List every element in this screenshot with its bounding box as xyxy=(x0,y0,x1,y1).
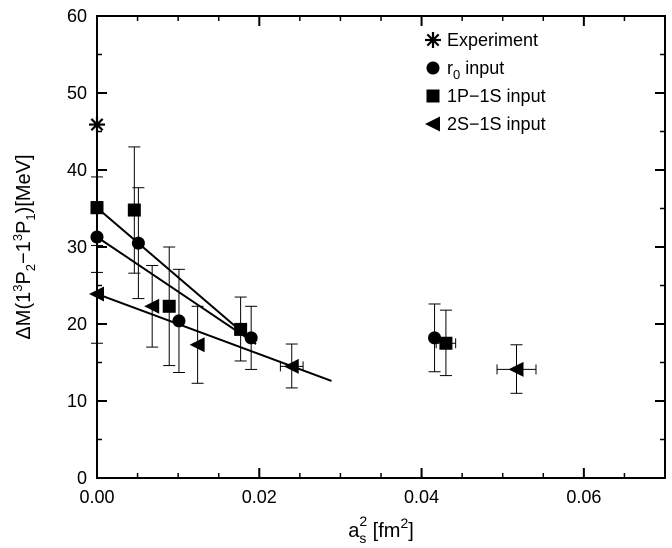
legend-label: 1P−1S input xyxy=(447,86,546,106)
circle-marker xyxy=(426,61,440,75)
triangle-marker xyxy=(283,358,299,374)
square-marker xyxy=(127,203,141,217)
legend-label: r0 input xyxy=(447,58,504,82)
data-point xyxy=(162,246,176,367)
y-axis-title: ΔM(13P2−13P1)[MeV] xyxy=(10,154,38,339)
y-axis-title-part: P xyxy=(13,221,35,234)
series-triangle-left xyxy=(89,244,537,394)
y-tick-label: 50 xyxy=(67,83,87,103)
data-point xyxy=(144,264,160,348)
legend-label-rest: input xyxy=(460,58,504,78)
y-tick-label: 10 xyxy=(67,391,87,411)
y-axis-title-part: ΔM(1 xyxy=(13,292,35,340)
y-axis-title-part: 2 xyxy=(23,264,38,271)
square-marker xyxy=(426,89,440,103)
x-axis-title: as2 [fm2] xyxy=(348,513,414,546)
y-axis-title-part: 1 xyxy=(23,213,38,220)
data-point xyxy=(172,268,186,374)
y-tick-label: 20 xyxy=(67,314,87,334)
data-point xyxy=(428,303,442,373)
y-axis-title-part: 3 xyxy=(10,234,25,241)
data-point xyxy=(279,343,304,389)
x-tick-label: 0.02 xyxy=(242,487,277,507)
legend-item: r0 input xyxy=(426,58,504,82)
circle-marker xyxy=(428,331,442,345)
data-point xyxy=(244,305,258,370)
legend-label: 2S−1S input xyxy=(447,114,546,134)
data-point xyxy=(127,146,141,274)
legend-label: Experiment xyxy=(447,30,538,50)
circle-marker xyxy=(172,314,186,328)
x-axis-title-end: ] xyxy=(408,520,414,542)
y-tick-label: 40 xyxy=(67,160,87,180)
asterisk-marker xyxy=(425,32,441,48)
x-axis-title-sup2: 2 xyxy=(400,515,408,531)
series-circle xyxy=(90,187,442,374)
asterisk-stroke xyxy=(90,118,104,132)
data-point xyxy=(89,116,105,133)
data-point xyxy=(435,309,457,377)
triangle-marker xyxy=(89,286,104,302)
data-point xyxy=(234,296,248,362)
y-axis-title-part: P xyxy=(13,271,35,284)
circle-marker xyxy=(131,236,145,250)
x-tick-label: 0.00 xyxy=(79,487,114,507)
circle-marker xyxy=(244,331,258,345)
x-axis-title-sup: 2 xyxy=(359,513,367,529)
data-point xyxy=(496,344,537,394)
legend: Experiment r0 input 1P−1S input 2S−1S input xyxy=(425,30,546,134)
data-point xyxy=(189,305,205,384)
plot-border xyxy=(96,15,666,479)
square-marker xyxy=(162,299,176,313)
legend-item: Experiment xyxy=(425,30,538,50)
legend-label-sub: 0 xyxy=(453,67,460,82)
y-axis-title-part: −1 xyxy=(13,241,35,264)
series-square xyxy=(90,146,457,377)
series-asterisk xyxy=(89,116,105,133)
data-series xyxy=(89,116,537,394)
y-axis-title-part: )[MeV] xyxy=(13,154,35,213)
fit-line xyxy=(96,206,249,338)
axis-ticks: 0.00 0.02 0.04 0.06 0 10 20 30 40 50 60 xyxy=(67,6,666,507)
x-axis-title-mid: [fm xyxy=(367,520,400,542)
x-tick-label: 0.06 xyxy=(566,487,601,507)
legend-item: 1P−1S input xyxy=(426,86,546,106)
x-tick-label: 0.04 xyxy=(404,487,439,507)
triangle-marker xyxy=(189,337,205,353)
data-point xyxy=(89,244,104,344)
plot-frame xyxy=(96,15,666,479)
fit-lines xyxy=(96,206,332,382)
legend-item: 2S−1S input xyxy=(425,114,546,134)
x-axis-title-sub: s xyxy=(359,530,366,546)
asterisk-stroke xyxy=(426,33,440,47)
data-point xyxy=(90,176,104,240)
y-tick-label: 60 xyxy=(67,6,87,26)
y-tick-label: 30 xyxy=(67,237,87,257)
square-marker xyxy=(234,322,248,336)
y-axis-title-part: 3 xyxy=(10,285,25,292)
fit-line xyxy=(96,236,257,345)
asterisk-marker xyxy=(89,116,105,133)
triangle-marker xyxy=(425,116,440,132)
axis-labels: as2 [fm2]ΔM(13P2−13P1)[MeV] xyxy=(10,154,414,546)
y-tick-label: 0 xyxy=(77,468,87,488)
square-marker xyxy=(439,336,453,350)
triangle-marker xyxy=(144,298,160,314)
triangle-marker xyxy=(508,361,524,377)
square-marker xyxy=(90,201,104,215)
